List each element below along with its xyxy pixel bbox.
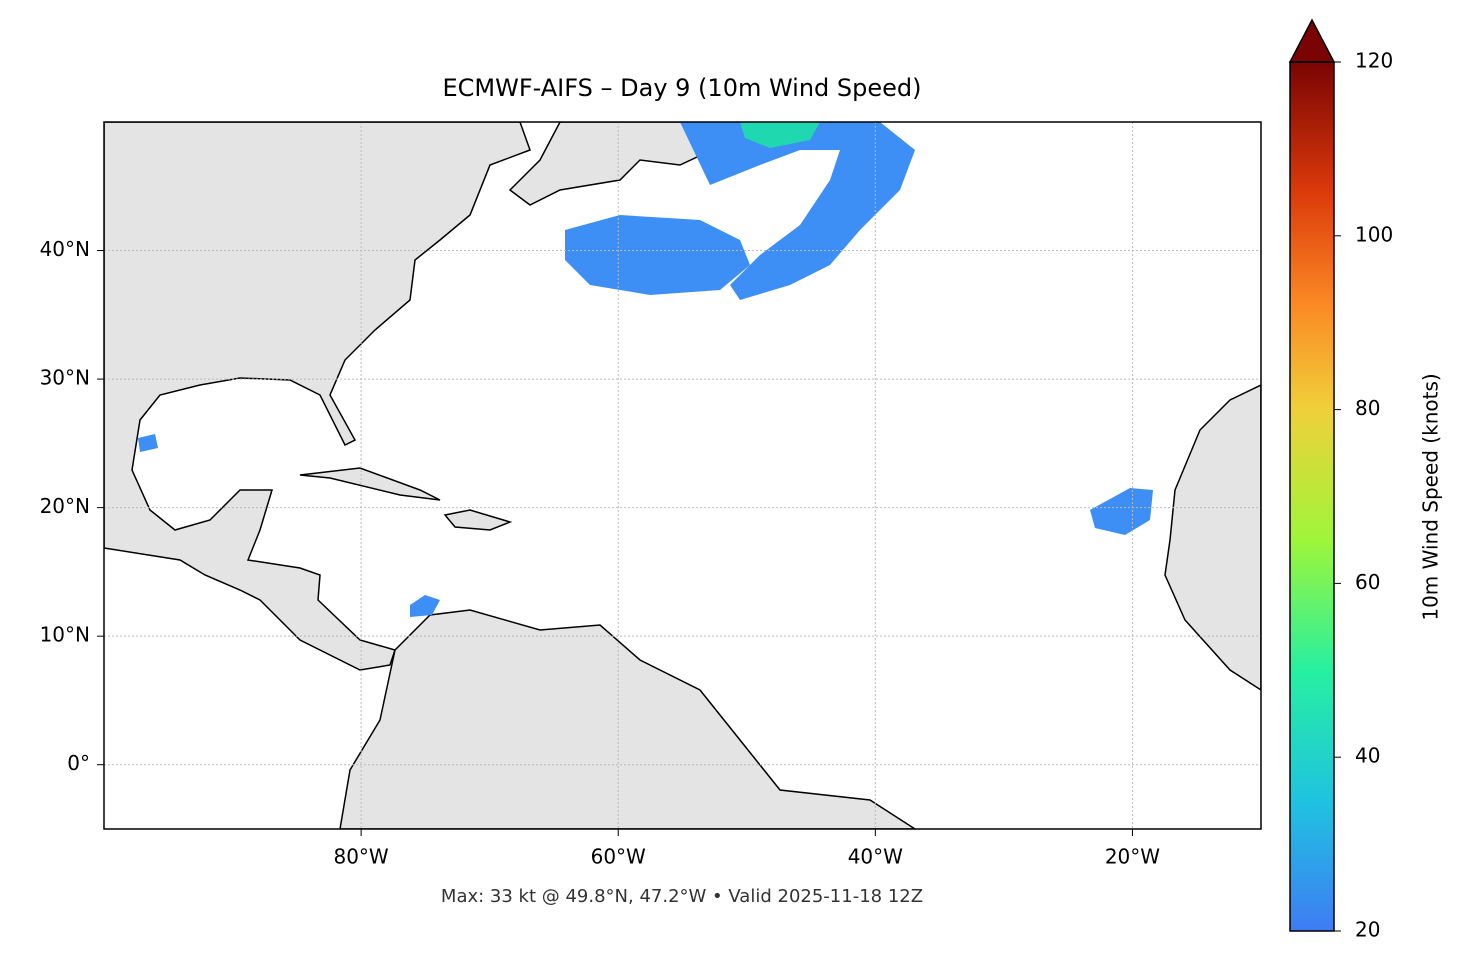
x-tick-label: 80°W <box>333 845 388 869</box>
africa <box>1164 384 1261 691</box>
x-tick-label: 60°W <box>591 845 646 869</box>
colorbar-tick-label: 40 <box>1355 744 1380 768</box>
wind-max <box>740 122 820 148</box>
wind-blob <box>138 434 158 452</box>
colorbar-tick-label: 20 <box>1355 918 1380 942</box>
y-tick-label: 10°N <box>40 623 90 647</box>
map-area <box>104 122 1261 829</box>
north-america <box>104 122 531 671</box>
wind-band <box>680 122 915 300</box>
colorbar-tick-label: 120 <box>1355 49 1393 73</box>
x-tick-label: 40°W <box>848 845 903 869</box>
canada-atlantic <box>508 122 713 206</box>
colorbar-label: 10m Wind Speed (knots) <box>1419 373 1443 620</box>
colorbar-tick-label: 100 <box>1355 222 1393 246</box>
hispaniola <box>443 509 513 531</box>
cuba <box>299 467 441 501</box>
wind-blob <box>1090 488 1153 535</box>
y-tick-label: 30°N <box>40 366 90 390</box>
south-america <box>339 609 917 829</box>
y-tick-label: 0° <box>67 751 90 775</box>
chart-title: ECMWF-AIFS – Day 9 (10m Wind Speed) <box>442 74 921 102</box>
y-tick-label: 40°N <box>40 237 90 261</box>
y-tick-label: 20°N <box>40 494 90 518</box>
colorbar <box>1290 62 1334 931</box>
wind-blob <box>410 595 440 617</box>
wind-blob <box>565 215 750 295</box>
colorbar-frame <box>1289 61 1335 932</box>
map-frame <box>103 121 1262 830</box>
footer-note: Max: 33 kt @ 49.8°N, 47.2°W • Valid 2025… <box>441 886 923 907</box>
colorbar-tick-label: 60 <box>1355 570 1380 594</box>
x-tick-label: 20°W <box>1105 845 1160 869</box>
colorbar-tick-label: 80 <box>1355 396 1380 420</box>
colorbar-extend <box>1288 18 1336 63</box>
